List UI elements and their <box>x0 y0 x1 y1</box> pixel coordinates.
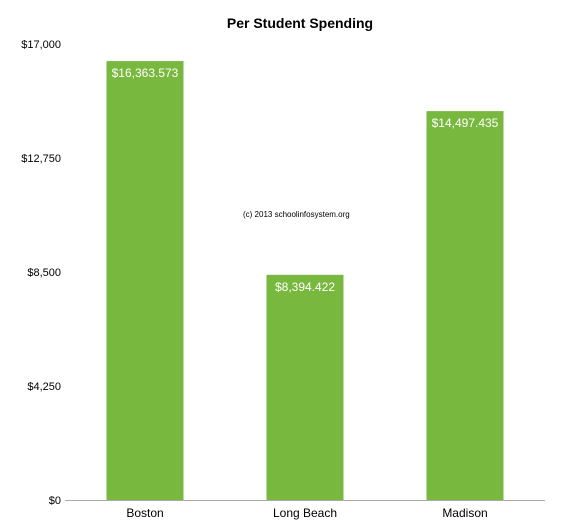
y-axis: $0 $4,250 $8,500 $12,750 $17,000 <box>21 39 61 507</box>
y-tick-label: $17,000 <box>21 39 61 51</box>
bar-value-label: $16,363.573 <box>112 66 179 80</box>
bar <box>266 274 344 500</box>
y-tick-label: $12,750 <box>21 153 61 165</box>
x-category-label: Madison <box>442 506 487 520</box>
bar <box>106 61 184 500</box>
x-category-label: Boston <box>126 506 163 520</box>
bar-value-label: $14,497.435 <box>432 116 499 130</box>
bars-group: $16,363.573 $8,394.422 $14,497.435 <box>106 61 504 500</box>
x-axis: Boston Long Beach Madison <box>65 500 545 520</box>
x-category-label: Long Beach <box>273 506 337 520</box>
y-tick-label: $4,250 <box>27 381 61 393</box>
bar <box>426 111 504 500</box>
copyright-annotation: (c) 2013 schoolinfosystem.org <box>243 210 350 219</box>
bar-value-label: $8,394.422 <box>275 280 335 294</box>
y-tick-label: $8,500 <box>27 267 61 279</box>
y-tick-label: $0 <box>49 495 61 507</box>
chart-title: Per Student Spending <box>227 15 373 31</box>
